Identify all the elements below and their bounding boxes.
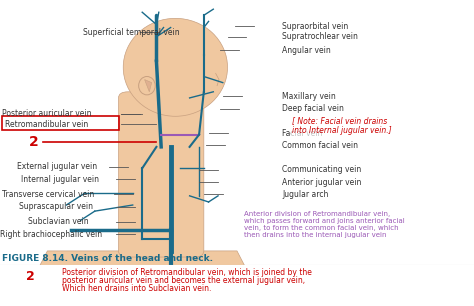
Text: Retromandibular vein: Retromandibular vein bbox=[5, 120, 89, 129]
Text: Supraorbital vein: Supraorbital vein bbox=[282, 21, 348, 31]
FancyBboxPatch shape bbox=[118, 92, 204, 257]
Text: Jugular arch: Jugular arch bbox=[282, 190, 328, 199]
Text: Which hen drains into Subclavian vein.: Which hen drains into Subclavian vein. bbox=[62, 284, 211, 293]
Text: Suprascapular vein: Suprascapular vein bbox=[19, 202, 93, 211]
Ellipse shape bbox=[138, 76, 155, 95]
Text: Facial vein: Facial vein bbox=[282, 129, 322, 138]
Text: Anterior division of Retromandibular vein,
which passes forward and joins anteri: Anterior division of Retromandibular vei… bbox=[244, 211, 405, 238]
Bar bbox=[2, 116, 118, 130]
Text: Deep facial vein: Deep facial vein bbox=[282, 104, 344, 113]
Text: Internal jugular vein: Internal jugular vein bbox=[21, 174, 100, 184]
Text: Right brachiocephalic vein: Right brachiocephalic vein bbox=[0, 230, 102, 239]
Ellipse shape bbox=[123, 18, 228, 116]
Text: Subclavian vein: Subclavian vein bbox=[28, 217, 89, 226]
Text: [ Note: Facial vein drains
into Internal jugular vein.]: [ Note: Facial vein drains into Internal… bbox=[292, 116, 391, 135]
Text: Maxillary vein: Maxillary vein bbox=[282, 92, 336, 101]
Text: Anterior jugular vein: Anterior jugular vein bbox=[282, 177, 361, 187]
Text: posterior auricular vein and becomes the external jugular vein,: posterior auricular vein and becomes the… bbox=[62, 276, 305, 285]
Text: Transverse cervical vein: Transverse cervical vein bbox=[2, 190, 95, 199]
Text: Posterior auricular vein: Posterior auricular vein bbox=[2, 109, 92, 118]
Bar bbox=[0, 265, 474, 306]
Polygon shape bbox=[145, 80, 152, 92]
Text: 2: 2 bbox=[27, 271, 35, 283]
Text: Superficial temporal vein: Superficial temporal vein bbox=[83, 28, 180, 37]
Text: Communicating vein: Communicating vein bbox=[282, 165, 361, 174]
Text: External jugular vein: External jugular vein bbox=[17, 162, 97, 171]
Text: Common facial vein: Common facial vein bbox=[282, 141, 358, 150]
Polygon shape bbox=[38, 251, 246, 269]
Text: Supratrochlear vein: Supratrochlear vein bbox=[282, 32, 358, 41]
Text: FIGURE 8.14. Veins of the head and neck.: FIGURE 8.14. Veins of the head and neck. bbox=[2, 254, 213, 263]
Text: 2: 2 bbox=[28, 135, 38, 149]
Text: Posterior division of Retromandibular vein, which is joined by the: Posterior division of Retromandibular ve… bbox=[62, 268, 311, 278]
Text: Angular vein: Angular vein bbox=[282, 46, 331, 55]
